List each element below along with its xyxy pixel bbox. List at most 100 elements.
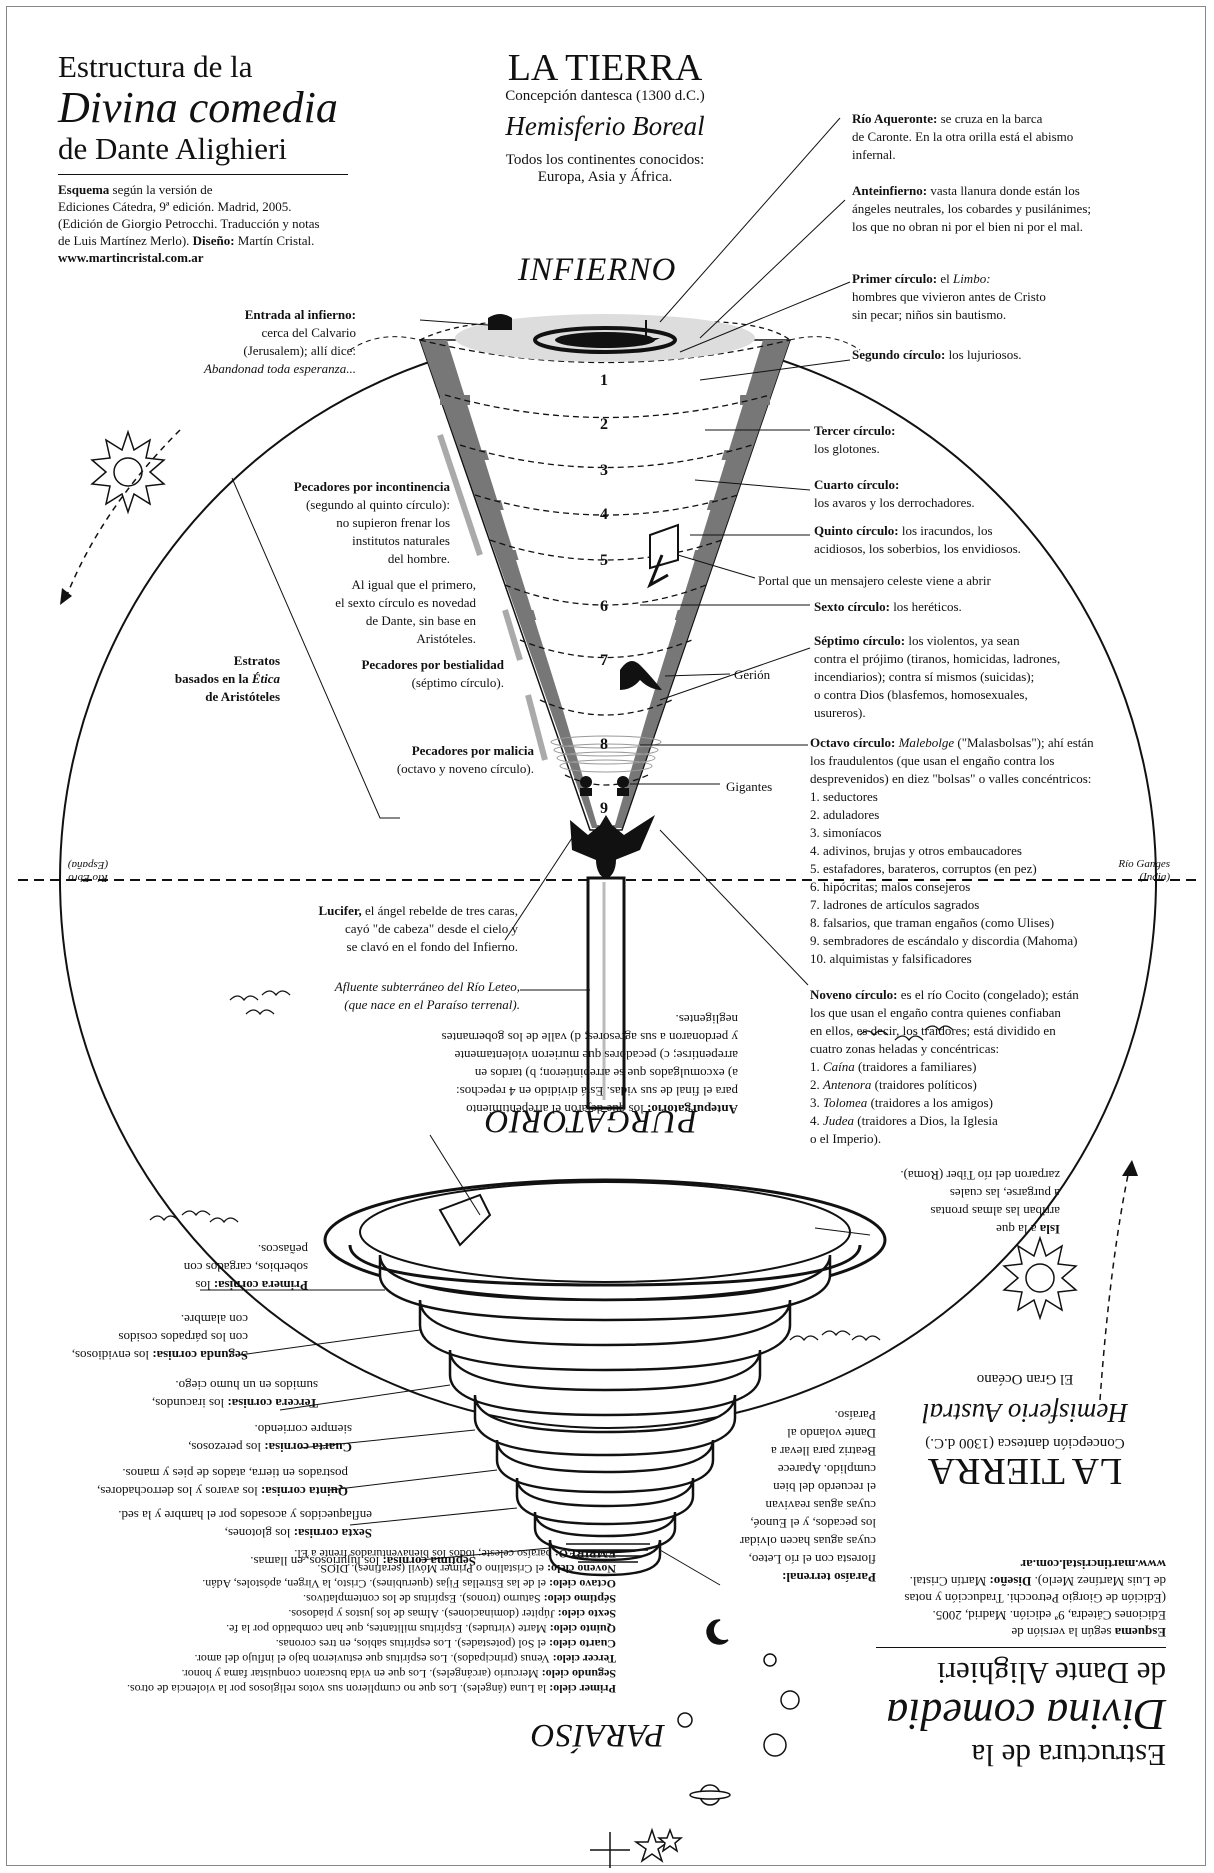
note-bestialidad: Pecadores por bestialidad (séptimo círcul… (361, 657, 504, 690)
giant-icon (617, 776, 629, 788)
heaven-line: Noveno cielo: el Cristalino o Primer Móv… (317, 1562, 616, 1576)
heaven-line: Cuarto cielo: el Sol (potestades). Los e… (275, 1637, 616, 1651)
purgatory-ledge (378, 1254, 832, 1322)
note-isla: Isla a la que arriban las almas prontas a… (900, 1168, 1060, 1237)
hell-level-line (444, 394, 771, 419)
circle-number: 9 (600, 800, 608, 817)
hell-level-line (539, 699, 673, 716)
great-ocean: El Gran Océano (976, 1371, 1074, 1387)
section-infierno: INFIERNO (518, 252, 677, 288)
title-block-south: Estructura de la Divina comedia de Dante… (876, 1556, 1166, 1773)
aqueronte-river (533, 326, 677, 354)
circle-number: 5 (600, 552, 608, 569)
hell-inner (455, 345, 755, 825)
circle-number: 3 (600, 462, 608, 479)
circle-number: 2 (600, 416, 608, 433)
label-ebro: Río Ebro (España) (67, 859, 109, 884)
circle-number: 6 (600, 598, 608, 615)
note-cornisa-3: Tercera cornisa: los iracundos, sumidos e… (151, 1378, 318, 1411)
earth-title-block: LA TIERRA Concepción dantesca (1300 d.C.… (470, 48, 740, 186)
label-gerion: Gerión (734, 667, 771, 682)
boat-icon (632, 338, 660, 342)
circle-number: 1 (600, 372, 608, 389)
note-paraiso-terrenal: Paraíso terrenal: floresta con el río Let… (739, 1408, 876, 1585)
note-estratos: Estratos basados en la Ética de Aristótel… (174, 653, 280, 704)
heaven-line: Octavo cielo: el de las Estrellas Fijas … (202, 1577, 616, 1591)
hell-level-line (519, 639, 693, 659)
hell-ledge (485, 500, 511, 510)
note-circle-2: Segundo círculo: los lujuriosos. (852, 347, 1022, 362)
moon-icon (706, 1619, 729, 1645)
purgatory-ledge (548, 1539, 662, 1577)
heaven-line: Segundo cielo: Mercurio (arcángeles). Lo… (181, 1667, 616, 1681)
purgatory-ledge (418, 1299, 792, 1372)
note-aqueronte: Río Aqueronte: se cruza en la barca de C… (852, 111, 1074, 162)
note-cornisa-6: Sexta cornisa: los glotones, enflaquecido… (118, 1508, 372, 1541)
sun-icon-south (1002, 1235, 1078, 1321)
title-line-2: Divina comedia (58, 83, 338, 132)
hell-ledge (688, 550, 712, 560)
hell-ledge (500, 550, 524, 560)
earth-subtitle: Concepción dantesca (1300 d.C.) (505, 88, 705, 104)
note-circle-4: Cuarto círculo: los avaros y los derrocha… (814, 477, 975, 510)
earth-subtitle-south: Concepción dantesca (1300 d.C.) (925, 1435, 1125, 1451)
hell-level-line (419, 339, 791, 364)
hell-wall-left (420, 340, 600, 828)
hell-ledge (720, 450, 748, 460)
hell-ledge (520, 610, 542, 620)
label-gigantes: Gigantes (726, 779, 773, 794)
purgatory-ledge (515, 1477, 695, 1526)
hell-ledge (740, 395, 770, 405)
note-circle-7: Séptimo círculo: los violentos, ya sean … (814, 633, 1061, 720)
leteo-tunnel (586, 876, 626, 1110)
purgatory-ledge (473, 1394, 737, 1457)
bolsas-list: 1. seductores 2. aduladores 3. simoníaco… (810, 789, 1078, 966)
heaven-line: Quinto cielo: Marte (virtudes). Espíritu… (226, 1622, 616, 1636)
note-lucifer: Lucifer, el ángel rebelde de tres caras,… (318, 903, 519, 954)
note-circle-3: Tercer círculo: los glotones. (814, 423, 896, 456)
hell-abyss (555, 332, 655, 348)
hell-ledge (440, 395, 470, 405)
stratum-bar-bestiality (502, 609, 523, 661)
heaven-line: Tercer cielo: Venus (principados). Los e… (194, 1652, 616, 1666)
note-sexto-circulo: Al igual que el primero, el sexto círculo… (335, 577, 476, 646)
note-malicia: Pecadores por malicia (octavo y noveno cí… (396, 743, 534, 776)
purgatory-gate (438, 1193, 492, 1247)
circle-number: 4 (600, 506, 608, 523)
hell-ledge (702, 500, 728, 510)
continents-list: Europa, Asia y África. (537, 169, 673, 185)
jupiter-icon (763, 1733, 787, 1757)
note-circle-5: Quinto círculo: los iracundos, los acidio… (814, 523, 1021, 556)
note-circle-8: Octavo círculo: Malebolge ("Malasbolsas"… (810, 734, 1150, 968)
earth-title: LA TIERRA (507, 47, 703, 89)
stratum-bar-incontinence (437, 434, 483, 556)
venus-icon (780, 1690, 800, 1710)
circle-number: 8 (600, 736, 608, 753)
note-anteinfierno: Anteinfierno: vasta llanura donde están … (852, 183, 1091, 234)
note-cornisa-2: Segunda cornisa: los envidiosos, con los… (71, 1312, 248, 1363)
title-line-3: de Dante Alighieri (58, 131, 287, 166)
note-cornisa-5: Quinta cornisa: los avaros y los derroch… (97, 1466, 348, 1499)
title-block: Estructura de la Divina comedia de Dante… (58, 50, 348, 266)
note-portal: Portal que un mensajero celeste viene a … (758, 573, 991, 588)
note-cornisa-1: Primera cornisa: los soberbios, cargados… (183, 1242, 308, 1293)
note-circle-1: Primer círculo: el Limbo: hombres que vi… (852, 271, 1046, 322)
note-antepurgatorio: Antepurgatorio: los que dejaron el arrep… (441, 1012, 738, 1117)
note-circle-9: Noveno círculo: es el río Cocito (congel… (810, 987, 1079, 1146)
hell-wall-right (612, 340, 790, 828)
hemisphere-south: Hemisferio Austral (922, 1398, 1128, 1428)
hell-level-line (504, 584, 707, 606)
stratum-bar-malice (525, 694, 548, 761)
note-entrada: Entrada al infierno: cerca del Calvario (… (203, 307, 356, 376)
section-paraiso: PARAÍSO (530, 1717, 665, 1753)
lucifer-icon (570, 815, 655, 875)
hell-ledge (670, 610, 692, 620)
heaven-line: Primer cielo: la Luna (ángeles). Los que… (127, 1682, 616, 1696)
purgatory-ledge (448, 1349, 762, 1417)
heaven-line: Sexto cielo: Júpiter (dominaciones). Alm… (288, 1607, 616, 1621)
earth-title-south: LA TIERRA (927, 1450, 1123, 1492)
giant-icon (580, 776, 592, 788)
mercury-icon (763, 1653, 777, 1667)
credits: Esquema según la versión de Ediciones Cá… (58, 174, 348, 266)
